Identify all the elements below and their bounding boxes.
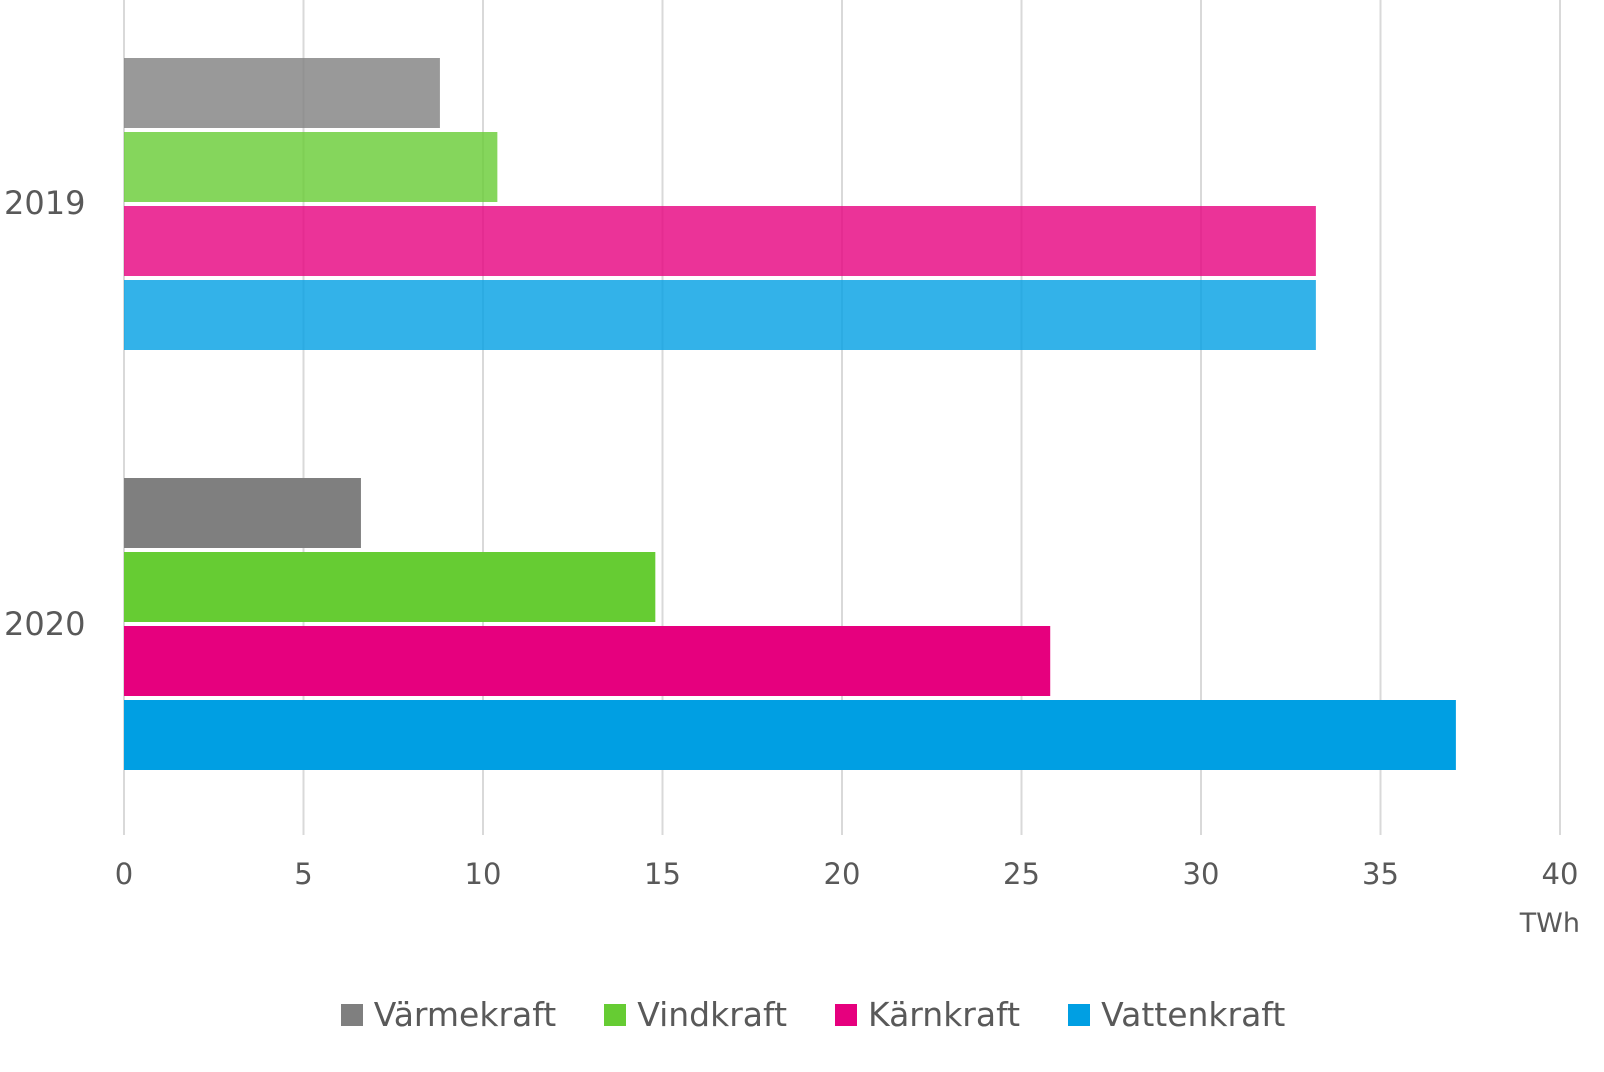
x-axis-unit-label: TWh — [1519, 908, 1580, 939]
legend-item-vindkraft: Vindkraft — [604, 998, 787, 1031]
legend-label: Kärnkraft — [868, 995, 1021, 1034]
legend-item-vattenkraft: Vattenkraft — [1068, 998, 1285, 1031]
legend-swatch — [340, 1003, 363, 1026]
legend-label: Vattenkraft — [1101, 995, 1286, 1034]
legend-label: Vindkraft — [637, 995, 788, 1034]
legend-swatch — [604, 1003, 627, 1026]
category-label-2019: 2019 — [4, 184, 85, 222]
bar-vindkraft-2020 — [124, 552, 656, 622]
x-axis-tick-labels: 0 5 10 15 20 25 30 35 40 — [115, 857, 1579, 891]
x-tick-label: 30 — [1183, 857, 1220, 891]
x-tick-label: 20 — [824, 857, 861, 891]
x-tick-label: 35 — [1362, 857, 1399, 891]
legend-item-värmekraft: Värmekraft — [340, 995, 557, 1034]
bars — [124, 58, 1456, 770]
bar-vindkraft-2019 — [124, 132, 498, 202]
legend: Värmekraft Vindkraft Kärnkraft Vattenkraft — [0, 998, 1604, 1031]
legend-swatch — [1068, 1003, 1091, 1026]
x-tick-label: 10 — [465, 857, 502, 891]
bar-värmekraft-2019 — [124, 58, 440, 128]
x-tick-label: 15 — [644, 857, 681, 891]
category-label-2020: 2020 — [4, 605, 85, 643]
legend-label: Värmekraft — [373, 995, 557, 1034]
bar-värmekraft-2020 — [124, 478, 361, 548]
x-tick-label: 5 — [294, 857, 312, 891]
category-labels: 2019 2020 — [4, 184, 85, 643]
x-tick-label: 0 — [115, 857, 133, 891]
legend-swatch — [835, 1003, 858, 1026]
bar-kärnkraft-2020 — [124, 626, 1051, 696]
x-tick-label: 25 — [1003, 857, 1040, 891]
x-tick-label: 40 — [1542, 857, 1579, 891]
bar-kärnkraft-2019 — [124, 206, 1316, 276]
bar-vattenkraft-2019 — [124, 280, 1316, 350]
legend-item-kärnkraft: Kärnkraft — [835, 998, 1020, 1031]
bar-vattenkraft-2020 — [124, 700, 1456, 770]
